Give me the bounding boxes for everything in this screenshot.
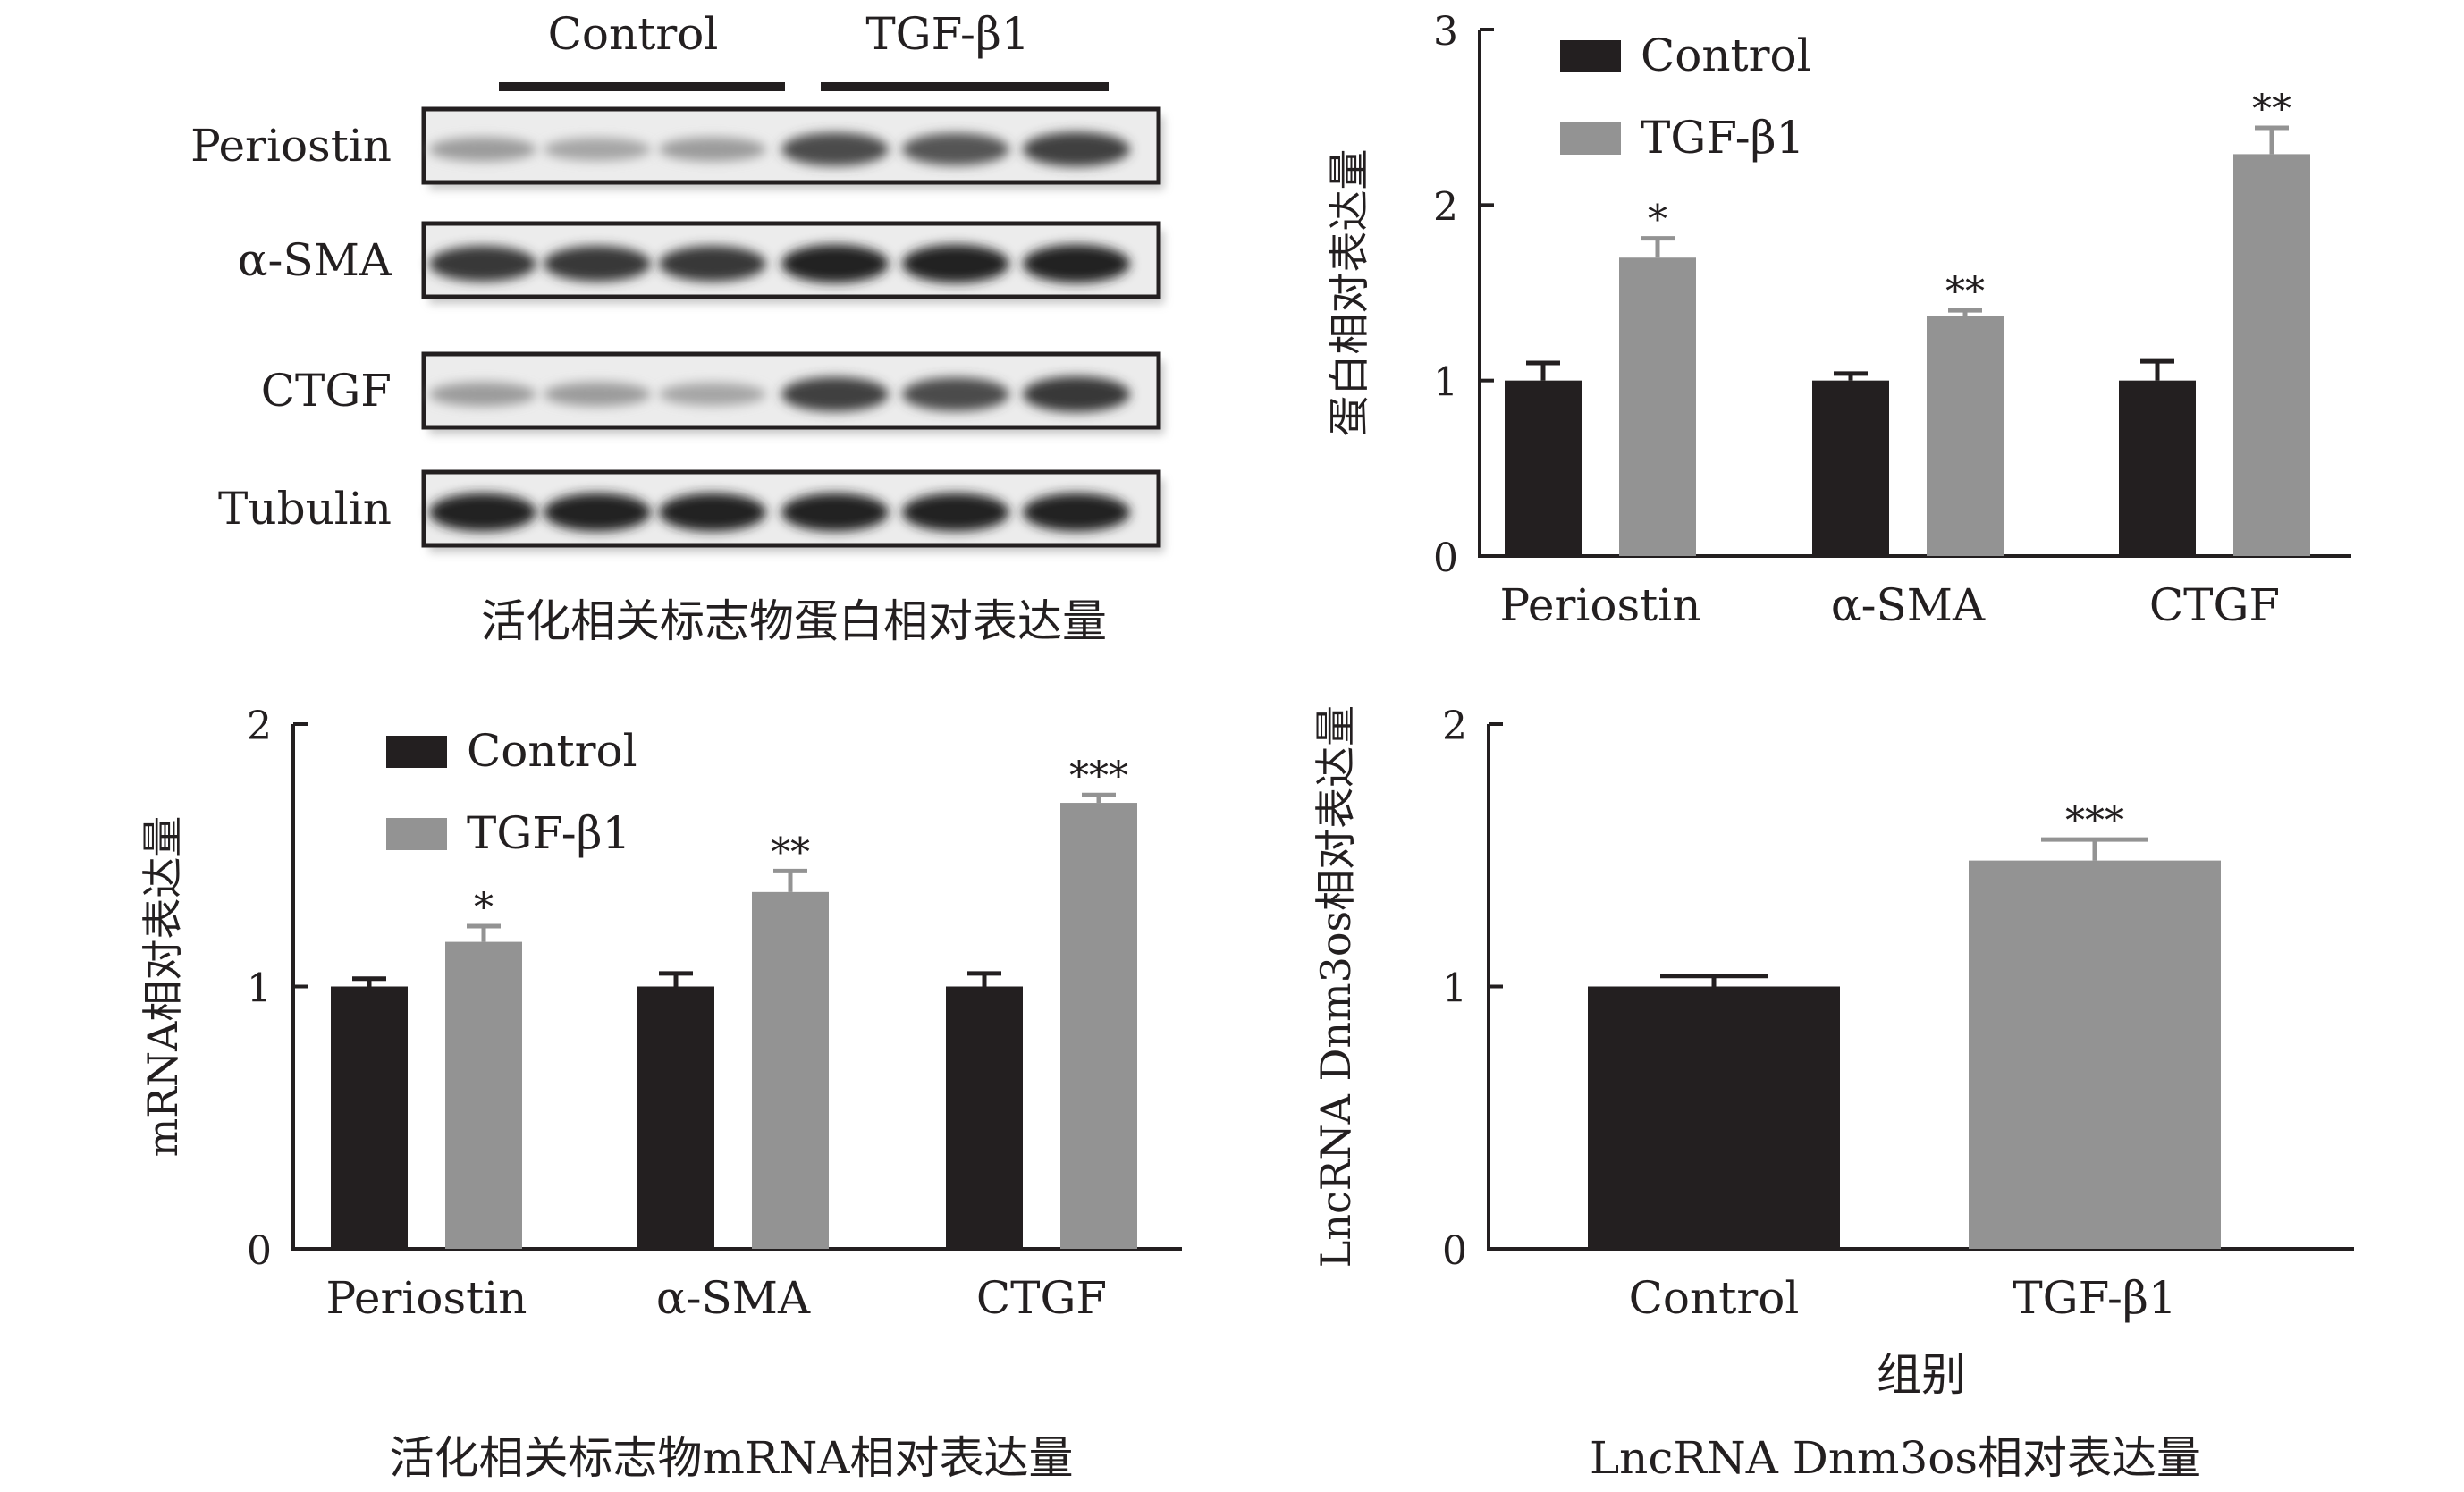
legend-swatch <box>1560 40 1621 72</box>
legend-swatch <box>1560 122 1621 155</box>
x-tick-label: CTGF <box>2149 579 2280 631</box>
blot-band <box>544 138 651 161</box>
bar <box>1812 380 1889 556</box>
x-axis-label: 组别 <box>1877 1349 1966 1401</box>
y-tick-label: 1 <box>1442 966 1467 1012</box>
blot-band <box>659 245 766 282</box>
significance-mark: *** <box>2065 798 2124 844</box>
blot-band <box>781 376 889 412</box>
blot-band <box>544 382 651 407</box>
y-axis-label: LncRNA Dnm3os相对表达量 <box>1312 705 1360 1268</box>
significance-mark: * <box>1648 198 1667 243</box>
y-tick-label: 0 <box>1442 1228 1467 1274</box>
lncrna-expression-chart: 0 1 2 LncRNA Dnm3os相对表达量 Control *** TGF-β1 组别 <box>1312 704 2354 1401</box>
protein-expression-chart: 0 1 2 3 蛋白相对表达量 * Periostin ** α-SMA ** CTGF Contro… <box>1325 9 2351 631</box>
y-tick-label: 0 <box>247 1228 272 1274</box>
legend-label: Control <box>1641 30 1811 81</box>
mrna-expression-chart: 0 1 2 mRNA相对表达量 * Periostin ** α-SMA *** CTGF Cont… <box>139 704 1182 1324</box>
bar <box>331 986 408 1249</box>
bar <box>637 986 714 1249</box>
x-tick-label: CTGF <box>976 1272 1107 1324</box>
significance-mark: ** <box>1945 269 1985 315</box>
x-tick-label: α-SMA <box>656 1272 811 1324</box>
bar <box>1969 860 2221 1249</box>
x-tick-label: Control <box>1629 1272 1800 1324</box>
blot-band <box>659 137 766 162</box>
wb-group-label-control: Control <box>548 8 719 60</box>
blot-band <box>1023 493 1130 532</box>
bar <box>1588 986 1840 1249</box>
legend-label: Control <box>467 725 637 777</box>
y-axis-label: mRNA相对表达量 <box>139 816 187 1158</box>
blot-band <box>429 382 536 407</box>
y-tick-label: 2 <box>1442 704 1467 749</box>
significance-mark: *** <box>1069 754 1128 799</box>
blot-band <box>781 493 889 532</box>
wb-group-label-tgf: TGF-β1 <box>865 8 1029 60</box>
blot-band <box>781 132 889 166</box>
bar <box>2233 154 2310 556</box>
blot-band <box>781 244 889 283</box>
blot-band <box>1023 131 1130 167</box>
bar <box>946 986 1023 1249</box>
blot-band <box>1023 375 1130 413</box>
y-axis-label: 蛋白相对表达量 <box>1325 149 1373 437</box>
blot-band <box>1023 244 1130 283</box>
significance-mark: * <box>474 885 494 931</box>
blot-band <box>429 493 536 532</box>
significance-mark: ** <box>2252 87 2291 132</box>
bar <box>445 941 522 1249</box>
bar <box>2119 380 2196 556</box>
blot-band <box>902 493 1009 532</box>
y-tick-label: 2 <box>247 704 272 749</box>
blot-label: CTGF <box>261 365 392 417</box>
bar <box>752 891 829 1249</box>
y-tick-label: 1 <box>247 966 272 1012</box>
legend-swatch <box>386 818 447 850</box>
wb-group-bar-tgf <box>821 82 1109 91</box>
y-tick-label: 2 <box>1433 184 1458 230</box>
blot-label: Tubulin <box>218 483 392 535</box>
y-tick-label: 3 <box>1433 9 1458 55</box>
blot-band <box>544 493 651 532</box>
blot-band <box>659 493 766 532</box>
blot-band <box>429 137 536 162</box>
significance-mark: ** <box>771 830 810 875</box>
wb-group-bar-control <box>499 82 785 91</box>
blot-band <box>429 245 536 282</box>
x-tick-label: Periostin <box>1500 579 1701 631</box>
x-tick-label: Periostin <box>326 1272 527 1324</box>
bar <box>1619 257 1696 556</box>
bar <box>1505 380 1582 556</box>
legend-label: TGF-β1 <box>1641 112 1804 164</box>
wb-caption: 活化相关标志物蛋白相对表达量 <box>481 595 1107 647</box>
lncrna-caption: LncRNA Dnm3os相对表达量 <box>1590 1432 2201 1484</box>
x-tick-label: TGF-β1 <box>2013 1272 2176 1324</box>
blot-band <box>659 383 766 406</box>
blot-label: Periostin <box>190 120 392 172</box>
bar <box>1927 316 2004 556</box>
blot-band <box>902 244 1009 283</box>
x-tick-label: α-SMA <box>1831 579 1986 631</box>
legend-label: TGF-β1 <box>467 807 630 859</box>
blot-label: α-SMA <box>238 234 392 286</box>
western-blot-panel: Control TGF-β1 Periostin α-SMA CTGF Tubulin <box>190 8 1164 552</box>
blot-band <box>902 377 1009 411</box>
y-tick-label: 1 <box>1433 360 1458 406</box>
y-tick-label: 0 <box>1433 535 1458 581</box>
blot-band <box>902 132 1009 166</box>
blot-band <box>544 245 651 282</box>
mrna-caption: 活化相关标志物mRNA相对表达量 <box>390 1432 1074 1484</box>
bar <box>1060 803 1137 1249</box>
legend-swatch <box>386 736 447 768</box>
